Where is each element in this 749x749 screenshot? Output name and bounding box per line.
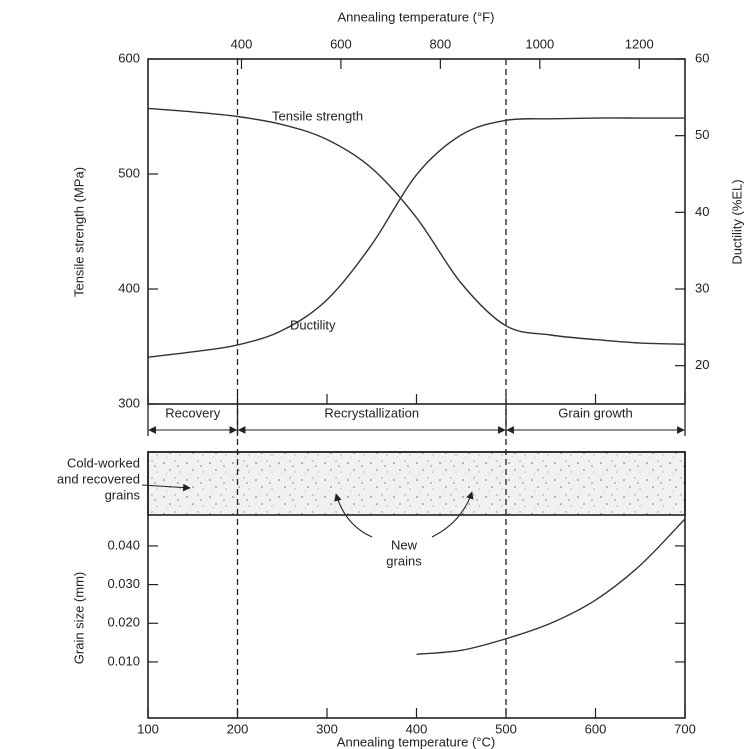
micrograph-label: grains: [386, 553, 422, 568]
series-label: Tensile strength: [272, 108, 363, 123]
y2-tick-label: 30: [695, 280, 709, 295]
x2-tick-label: 400: [231, 36, 253, 51]
stage-label: Recovery: [165, 405, 220, 420]
y-tick-label: 0.020: [107, 615, 140, 630]
stage-label: Grain growth: [558, 405, 632, 420]
series-label: Ductility: [290, 317, 336, 332]
x-tick-label: 200: [227, 721, 249, 736]
x2-tick-label: 600: [330, 36, 352, 51]
y2-tick-label: 50: [695, 127, 709, 142]
y-tick-label: 0.030: [107, 576, 140, 591]
y-tick-label: 300: [118, 395, 140, 410]
micrograph-label: New: [391, 537, 418, 552]
x-tick-label: 400: [406, 721, 428, 736]
x2-tick-label: 800: [430, 36, 452, 51]
y-tick-label: 0.040: [107, 537, 140, 552]
micrograph-label: grains: [105, 487, 141, 502]
chart: Annealing temperature (°F) Tensile stren…: [0, 0, 749, 749]
y-tick-label: 0.010: [107, 653, 140, 668]
x-tick-label: 600: [585, 721, 607, 736]
bottom-axis-label: Annealing temperature (°C): [337, 734, 495, 749]
y-tick-label: 500: [118, 165, 140, 180]
top-plot-frame: [148, 59, 685, 404]
x-tick-label: 100: [137, 721, 159, 736]
y2-tick-label: 20: [695, 357, 709, 372]
y2-axis-label: Ductility (%EL): [729, 179, 744, 264]
x-tick-label: 500: [495, 721, 517, 736]
grain-y-axis-label: Grain size (mm): [71, 572, 86, 664]
x2-tick-label: 1000: [525, 36, 554, 51]
x2-tick-label: 1200: [625, 36, 654, 51]
data-line: [148, 118, 685, 357]
y-axis-label: Tensile strength (MPa): [71, 167, 86, 297]
x-tick-label: 700: [674, 721, 696, 736]
stage-label: Recrystallization: [324, 405, 419, 420]
x-tick-label: 300: [316, 721, 338, 736]
y2-tick-label: 40: [695, 204, 709, 219]
data-line: [148, 108, 685, 344]
micrograph-label: and recovered: [57, 471, 140, 486]
micrograph-strip: [148, 452, 685, 515]
y2-tick-label: 60: [695, 50, 709, 65]
y-tick-label: 600: [118, 50, 140, 65]
data-line: [417, 519, 686, 654]
series-label: Grain size: [531, 681, 590, 696]
micrograph-label: Cold-worked: [67, 455, 140, 470]
top-axis-label: Annealing temperature (°F): [338, 9, 495, 24]
y-tick-label: 400: [118, 280, 140, 295]
